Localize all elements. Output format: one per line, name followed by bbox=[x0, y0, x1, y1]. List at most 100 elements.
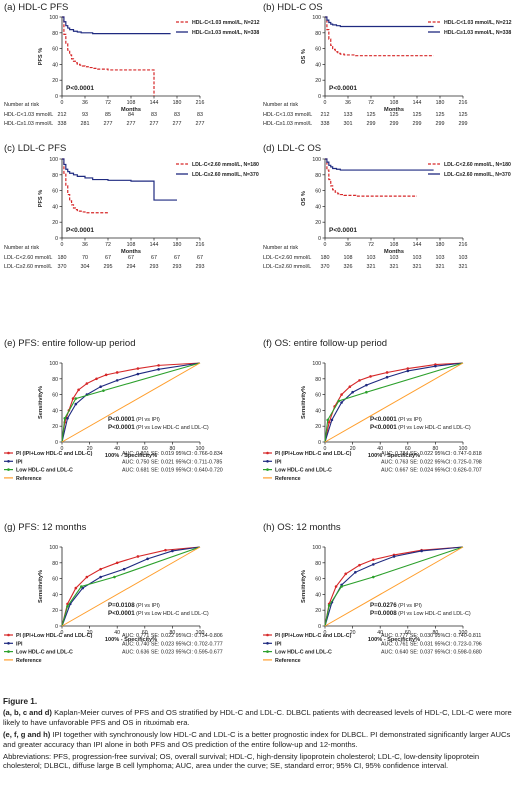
p-value: P<0.0001 bbox=[66, 85, 94, 92]
y-tick-label: 100 bbox=[49, 157, 58, 163]
risk-table-title: Number at risk bbox=[263, 245, 298, 251]
x-tick-label: 20 bbox=[87, 630, 93, 636]
x-tick-label: 0 bbox=[61, 630, 64, 636]
auc-stats: AUC: 0.761 SE: 0.031 95%CI: 0.723-0.796 bbox=[381, 641, 482, 647]
y-tick-label: 0 bbox=[55, 236, 58, 242]
x-axis-label: Months bbox=[384, 249, 404, 255]
auc-legend-label: Low HDL-C and LDL-C bbox=[16, 468, 73, 474]
roc-point bbox=[74, 397, 78, 400]
p-value-pi-vs-lipid: P<0.0001 (PI vs Low HDL-C and LDL-C) bbox=[370, 424, 471, 431]
caption-abbreviations: Abbreviations: PFS, progression-free sur… bbox=[3, 751, 480, 771]
y-tick-label: 80 bbox=[315, 377, 321, 383]
caption-roc-text: IPI together with synchronously low HDL-… bbox=[3, 729, 511, 749]
x-tick-label: 20 bbox=[350, 630, 356, 636]
y-tick-label: 0 bbox=[318, 624, 321, 630]
y-tick-label: 40 bbox=[315, 408, 321, 414]
y-tick-label: 40 bbox=[52, 592, 58, 598]
y-tick-label: 100 bbox=[312, 15, 321, 21]
risk-row-label: LDL-C≥2.60 mmol/L bbox=[263, 264, 311, 270]
x-tick-label: 72 bbox=[368, 242, 374, 248]
roc-point bbox=[102, 389, 105, 392]
survival-curve bbox=[62, 16, 155, 96]
roc-point bbox=[385, 375, 389, 379]
x-axis-label: Months bbox=[384, 107, 404, 113]
auc-stats: AUC: 0.750 SE: 0.021 95%CI: 0.711-0.785 bbox=[122, 459, 222, 465]
roc-point bbox=[372, 558, 375, 561]
risk-count: 83 bbox=[197, 112, 203, 118]
risk-count: 277 bbox=[196, 121, 205, 127]
x-tick-label: 40 bbox=[114, 446, 120, 452]
x-tick-label: 0 bbox=[61, 446, 64, 452]
y-tick-label: 60 bbox=[315, 577, 321, 583]
risk-row-label: LDL-C<2.60 mmol/L bbox=[263, 255, 311, 261]
survival-curve bbox=[325, 16, 434, 57]
x-tick-label: 108 bbox=[390, 100, 399, 106]
x-tick-label: 80 bbox=[433, 446, 439, 452]
caption-title: Figure 1. bbox=[3, 697, 38, 706]
roc-point bbox=[354, 570, 357, 574]
risk-count: 125 bbox=[459, 112, 468, 118]
risk-count: 321 bbox=[436, 264, 445, 270]
y-tick-label: 100 bbox=[49, 361, 58, 367]
y-tick-label: 60 bbox=[52, 189, 58, 195]
risk-count: 180 bbox=[321, 255, 330, 261]
y-tick-label: 60 bbox=[52, 393, 58, 399]
x-tick-label: 36 bbox=[82, 100, 88, 106]
risk-count: 85 bbox=[105, 112, 111, 118]
risk-count: 103 bbox=[390, 255, 399, 261]
x-tick-label: 100 bbox=[196, 630, 205, 636]
roc-point bbox=[63, 417, 67, 420]
y-axis-label: Sensitivity% bbox=[38, 570, 44, 603]
risk-count: 277 bbox=[104, 121, 113, 127]
roc-point bbox=[327, 420, 331, 424]
x-tick-label: 100 bbox=[459, 446, 468, 452]
x-tick-label: 60 bbox=[405, 630, 411, 636]
roc-point bbox=[164, 548, 167, 552]
p-value-pi-vs-ipi: P=0.0276 (PI vs IPI) bbox=[370, 602, 422, 609]
risk-count: 133 bbox=[344, 112, 353, 118]
risk-count: 321 bbox=[390, 264, 399, 270]
roc-point bbox=[369, 375, 372, 378]
x-tick-label: 108 bbox=[127, 100, 136, 106]
auc-legend-label: Reference bbox=[275, 476, 301, 482]
y-tick-label: 80 bbox=[315, 561, 321, 567]
auc-stats: AUC: 0.777 SE: 0.030 95%CI: 0.740-0.811 bbox=[381, 633, 481, 639]
y-tick-label: 20 bbox=[52, 220, 58, 226]
roc-point bbox=[171, 549, 174, 553]
legend-label: LDL-C<2.60 mmol/L, N=180 bbox=[192, 162, 259, 168]
roc-curve bbox=[324, 362, 464, 443]
roc-point bbox=[365, 383, 368, 387]
y-axis-label: PFS % bbox=[38, 48, 44, 65]
y-tick-label: 40 bbox=[315, 204, 321, 210]
risk-count: 103 bbox=[459, 255, 468, 261]
roc-point bbox=[136, 372, 140, 376]
y-axis-label: PFS % bbox=[38, 190, 44, 207]
risk-count: 67 bbox=[105, 255, 111, 261]
x-tick-label: 20 bbox=[87, 446, 93, 452]
chart-panel: (d) LDL-C OS 0 20 40 60 80 100 0 36 72 108 144 180 21… bbox=[263, 143, 511, 270]
roc-point bbox=[113, 575, 116, 579]
y-tick-label: 20 bbox=[315, 608, 321, 614]
y-tick-label: 100 bbox=[312, 361, 321, 367]
y-tick-label: 80 bbox=[315, 31, 321, 37]
risk-count: 180 bbox=[58, 255, 67, 261]
roc-point bbox=[358, 563, 361, 567]
roc-point bbox=[340, 401, 343, 404]
x-tick-label: 144 bbox=[413, 100, 422, 106]
risk-count: 103 bbox=[436, 255, 445, 261]
p-value-pi-vs-ipi: P=0.0108 (PI vs IPI) bbox=[108, 602, 160, 609]
risk-count: 125 bbox=[436, 112, 445, 118]
risk-count: 299 bbox=[459, 121, 468, 127]
caption-paragraph-km: (a, b, c and d) Kaplan-Meier curves of P… bbox=[3, 708, 517, 728]
x-tick-label: 100 bbox=[196, 446, 205, 452]
chart-panel: (h) OS: 12 months 0 20 40 60 80 100 0 20 40 60 80 10… bbox=[263, 522, 482, 664]
x-tick-label: 40 bbox=[114, 630, 120, 636]
roc-point bbox=[136, 555, 140, 558]
x-tick-label: 108 bbox=[390, 242, 399, 248]
y-tick-label: 80 bbox=[315, 173, 321, 179]
x-tick-label: 144 bbox=[150, 242, 159, 248]
x-tick-label: 80 bbox=[433, 630, 439, 636]
risk-count: 293 bbox=[150, 264, 159, 270]
risk-table-title: Number at risk bbox=[4, 245, 39, 251]
